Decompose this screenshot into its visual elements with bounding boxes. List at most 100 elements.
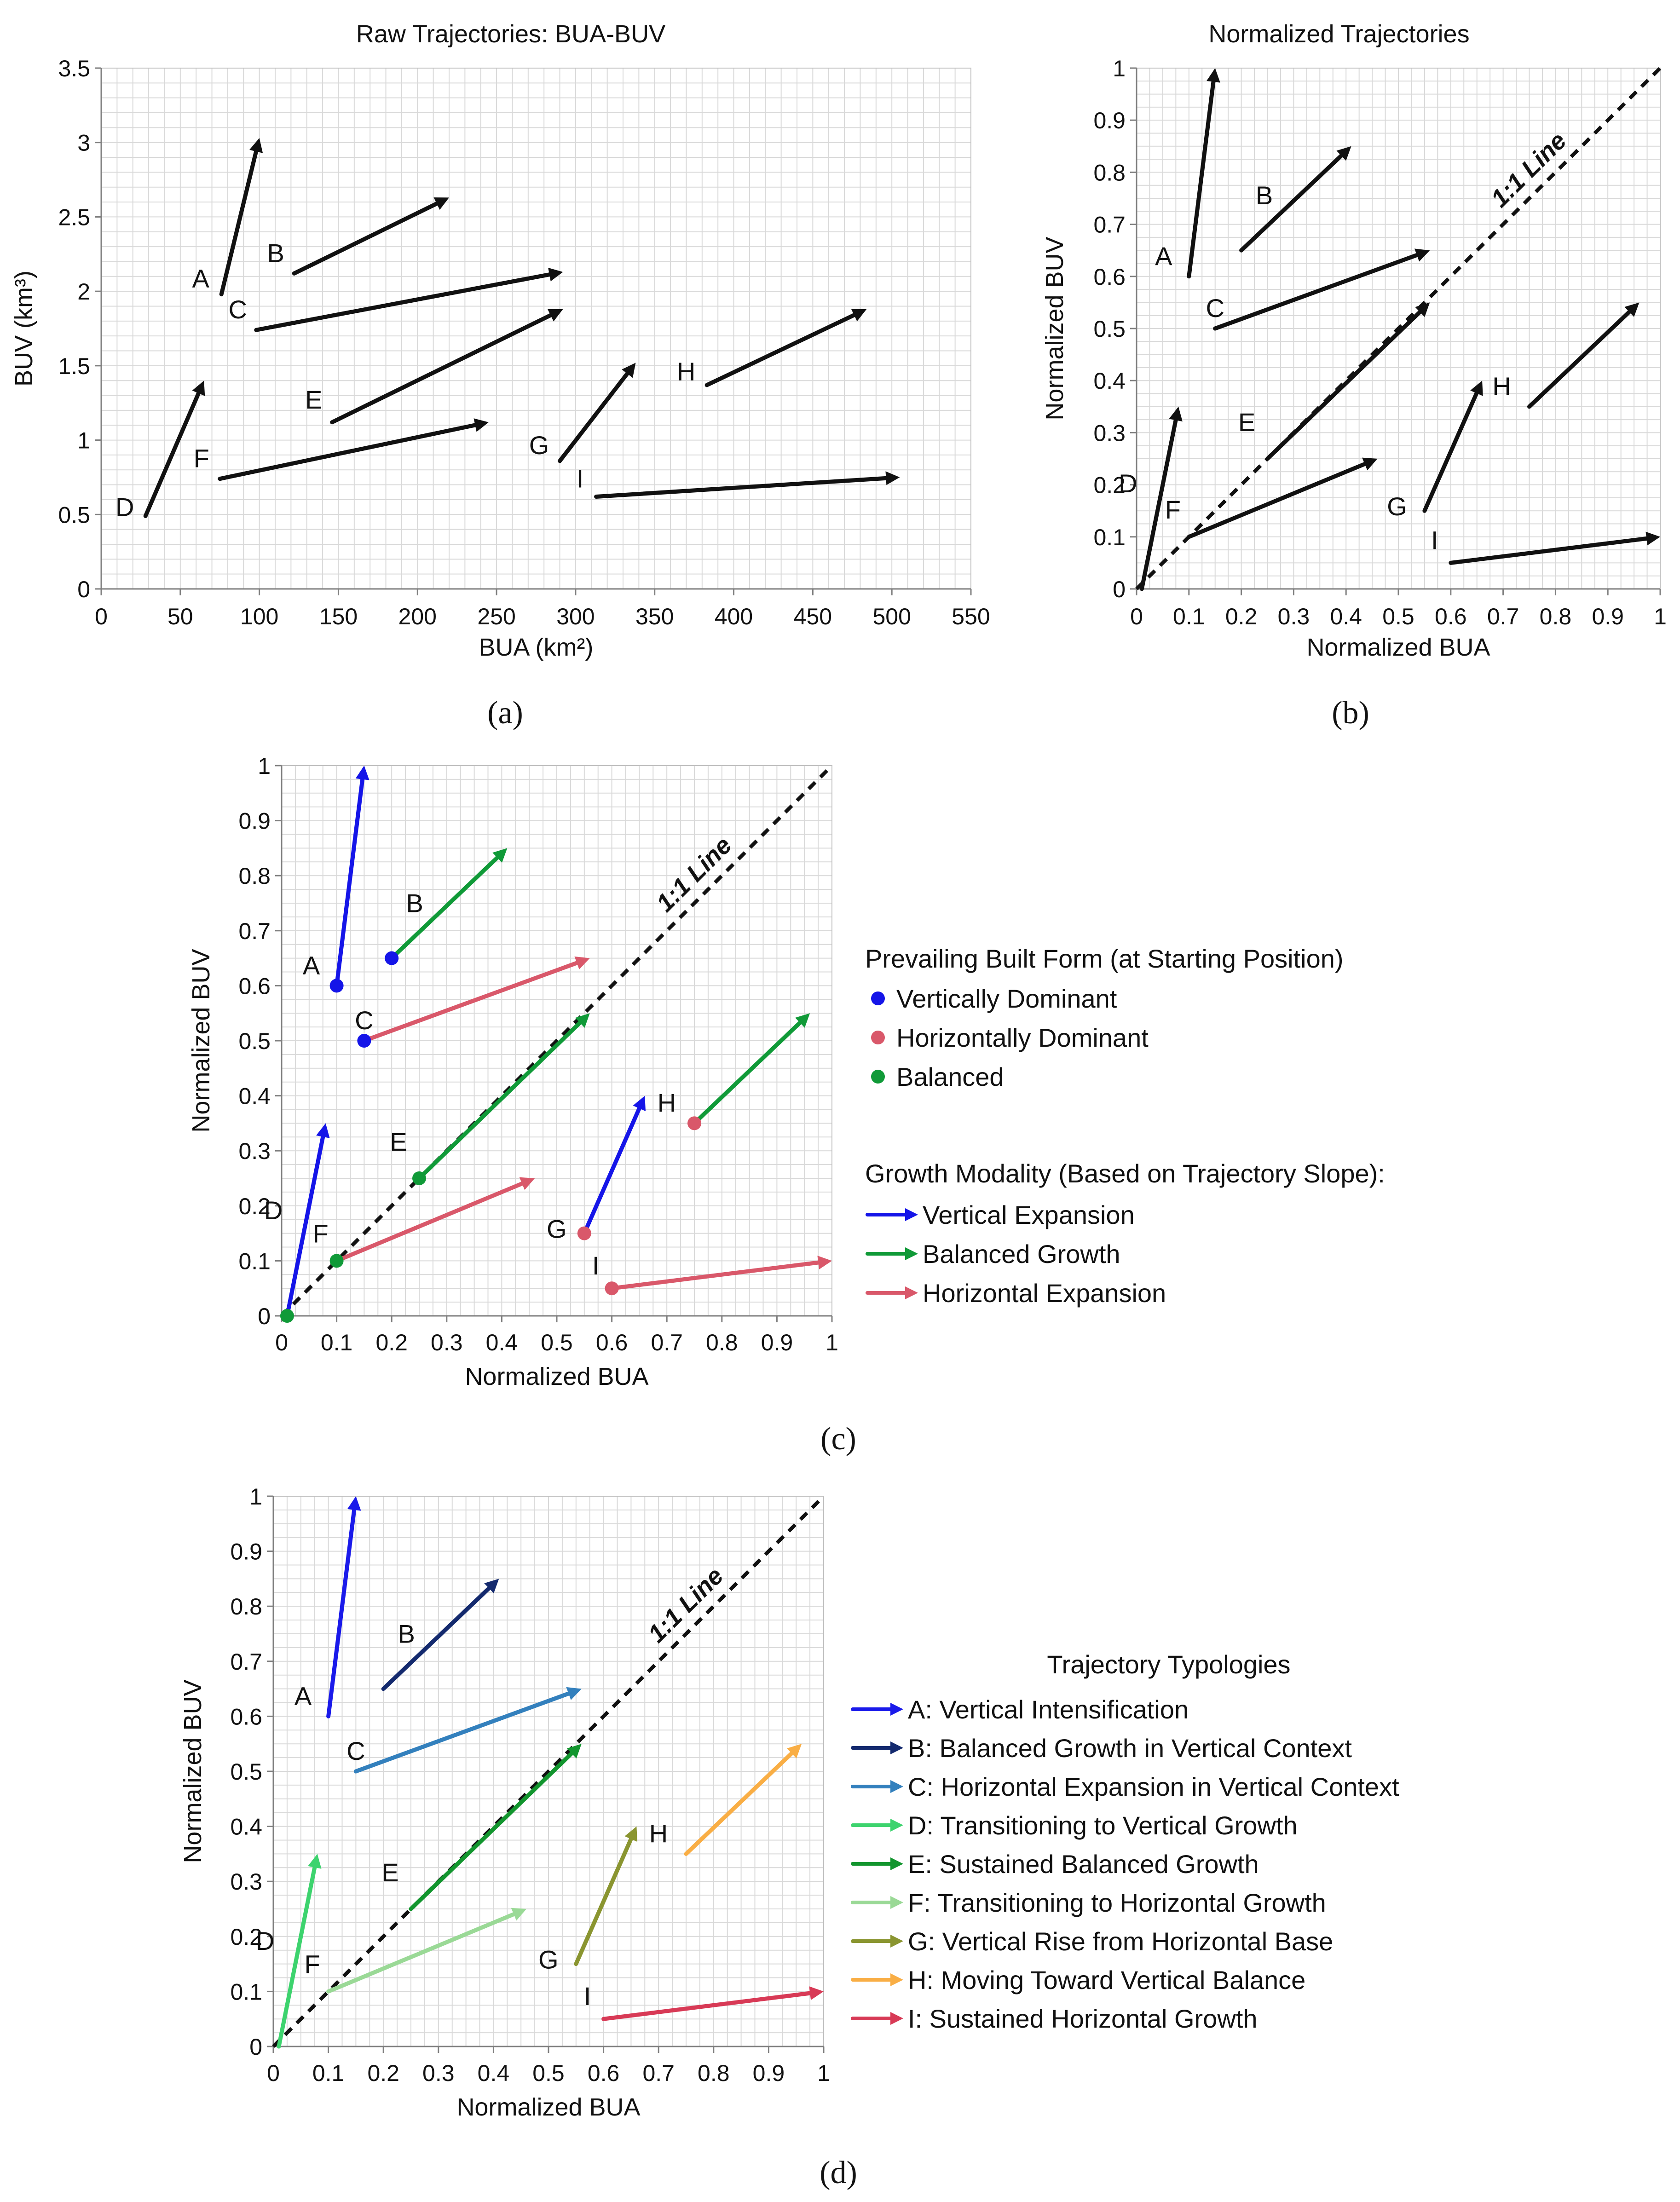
series-label-F: F (304, 1949, 320, 1978)
series-label-C: C (1206, 294, 1224, 323)
trajectory-D-arrowhead (192, 380, 205, 396)
trajectory-A-arrow (326, 1507, 357, 1718)
trajectory-I-arrow (1449, 536, 1650, 565)
legend-typology-arrowhead (890, 1973, 903, 1986)
grid (273, 1496, 824, 2047)
trajectory-F-arrowhead (519, 1177, 535, 1190)
trajectory-D-arrowhead (1169, 406, 1183, 422)
legend-typology-arrowhead (890, 1896, 903, 1909)
y-tick-label: 3 (77, 130, 90, 156)
series-H: H (1492, 302, 1640, 409)
series-D: D (1119, 406, 1183, 591)
legend-growth-title: Growth Modality (Based on Trajectory Slo… (865, 1159, 1385, 1188)
trajectory-H-arrowhead (787, 1744, 802, 1758)
x-tick-label: 0.1 (1173, 604, 1205, 629)
series-G: G (1387, 380, 1483, 521)
legend-typology-label: H: Moving Toward Vertical Balance (908, 1966, 1305, 1994)
series-E: E (381, 1744, 582, 1911)
x-tick-label: 0.2 (1225, 604, 1258, 629)
trajectory-G-arrowhead (1470, 380, 1483, 396)
y-tick-label: 2 (77, 279, 90, 305)
x-tick-label: 150 (319, 604, 358, 629)
series-label-I: I (592, 1251, 600, 1280)
legend-start-title: Prevailing Built Form (at Starting Posit… (865, 944, 1344, 973)
start-point-C (357, 1034, 371, 1048)
trajectory-C-arrow (1213, 253, 1420, 331)
trajectory-E-arrow (1265, 309, 1423, 461)
series-F: F (304, 1908, 527, 1994)
y-tick-label: 0.5 (238, 1028, 271, 1054)
trajectory-H-arrowhead (795, 1013, 810, 1028)
series-B: B (381, 1579, 499, 1691)
series-label-E: E (1238, 408, 1255, 437)
plot-frame (101, 68, 971, 589)
trajectory-B-arrow (389, 855, 500, 961)
x-tick-label: 1 (826, 1330, 838, 1355)
x-axis-title: Normalized BUA (456, 2093, 640, 2121)
plot-c: 0 0.1 0.2 0.3 0.4 0.5 0.6 0.7 0.8 0.9 1 0 0.1 0.2 0.3 0… (187, 753, 838, 1390)
start-point-F (329, 1254, 344, 1268)
panel-b: Normalized Trajectories 0 0.1 0.2 0.3 0.4 0.5… (1041, 20, 1667, 731)
legend-typology-label: E: Sustained Balanced Growth (908, 1850, 1259, 1879)
x-tick-label: 450 (794, 604, 832, 629)
x-tick-label: 0.7 (651, 1330, 683, 1355)
x-tick-label: 0.3 (431, 1330, 463, 1355)
series-label-D: D (264, 1196, 283, 1225)
x-tick-label: 0.6 (596, 1330, 628, 1355)
x-tick-label: 50 (167, 604, 193, 629)
x-tick-label: 0.2 (375, 1330, 408, 1355)
panel-b-title: Normalized Trajectories (1208, 20, 1469, 48)
y-tick-label: 0.6 (238, 973, 271, 999)
series-label-A: A (1155, 242, 1172, 271)
x-axis-title: Normalized BUA (465, 1363, 648, 1390)
trajectory-B-arrowhead (1336, 146, 1351, 161)
trajectory-I-arrowhead (885, 471, 900, 485)
series-G: G (547, 1095, 646, 1244)
legend-c: Prevailing Built Form (at Starting Posit… (865, 944, 1385, 1308)
y-tick-label: 3.5 (58, 56, 90, 81)
one-to-one-line (280, 764, 833, 1317)
y-tick-label: 0.5 (230, 1759, 262, 1785)
x-tick-label: 0.8 (698, 2060, 730, 2086)
y-tick-label: 0.8 (1093, 160, 1126, 185)
y-tick-label: 0.3 (1093, 420, 1126, 446)
y-tick-label: 1.5 (58, 353, 90, 379)
trajectory-H-arrowhead (851, 309, 867, 322)
y-tick-label: 0.7 (1093, 212, 1126, 238)
trajectory-F-arrowhead (1362, 457, 1378, 471)
start-point-D (280, 1309, 294, 1323)
legend-growth-arrowhead (905, 1247, 918, 1260)
trajectory-C-arrowhead (566, 1687, 582, 1700)
start-point-I (605, 1281, 619, 1296)
x-tick-label: 0.6 (1435, 604, 1467, 629)
plot-d: 0 0.1 0.2 0.3 0.4 0.5 0.6 0.7 0.8 0.9 1 0 0.1 0.2 0.3 0… (179, 1484, 830, 2121)
series-label-E: E (381, 1858, 398, 1887)
x-tick-label: 1 (1654, 604, 1667, 629)
series-A: A (303, 766, 369, 993)
x-tick-label: 350 (635, 604, 674, 629)
series-label-D: D (1119, 469, 1137, 498)
y-tick-label: 0.1 (1093, 525, 1126, 550)
x-tick-label: 0.1 (312, 2060, 345, 2086)
trajectory-H-arrowhead (1624, 302, 1640, 317)
y-axis-title: Normalized BUV (179, 1679, 207, 1863)
legend-typology-arrowhead (890, 1857, 903, 1870)
x-tick-label: 0.4 (1330, 604, 1362, 629)
trajectory-F-arrow (1187, 461, 1368, 539)
trajectory-C-arrow (362, 960, 580, 1043)
panel-a-caption: (a) (487, 695, 523, 731)
trajectory-B-arrowhead (484, 1579, 499, 1593)
legend-start-label: Vertically Dominant (896, 984, 1117, 1013)
x-tick-label: 0.5 (541, 1330, 573, 1355)
series-F: F (194, 418, 489, 481)
series-label-H: H (677, 357, 695, 386)
trajectory-E-arrowhead (547, 309, 563, 322)
trajectory-C-arrowhead (574, 956, 590, 969)
trajectory-E-arrow (409, 1751, 575, 1911)
y-tick-label: 0.1 (230, 1979, 262, 2005)
legend-typology-arrowhead (890, 1703, 903, 1716)
trajectory-G-arrowhead (633, 1095, 646, 1112)
trajectory-G-arrow (558, 371, 630, 463)
series-label-B: B (1256, 181, 1273, 210)
series-label-E: E (305, 385, 322, 414)
